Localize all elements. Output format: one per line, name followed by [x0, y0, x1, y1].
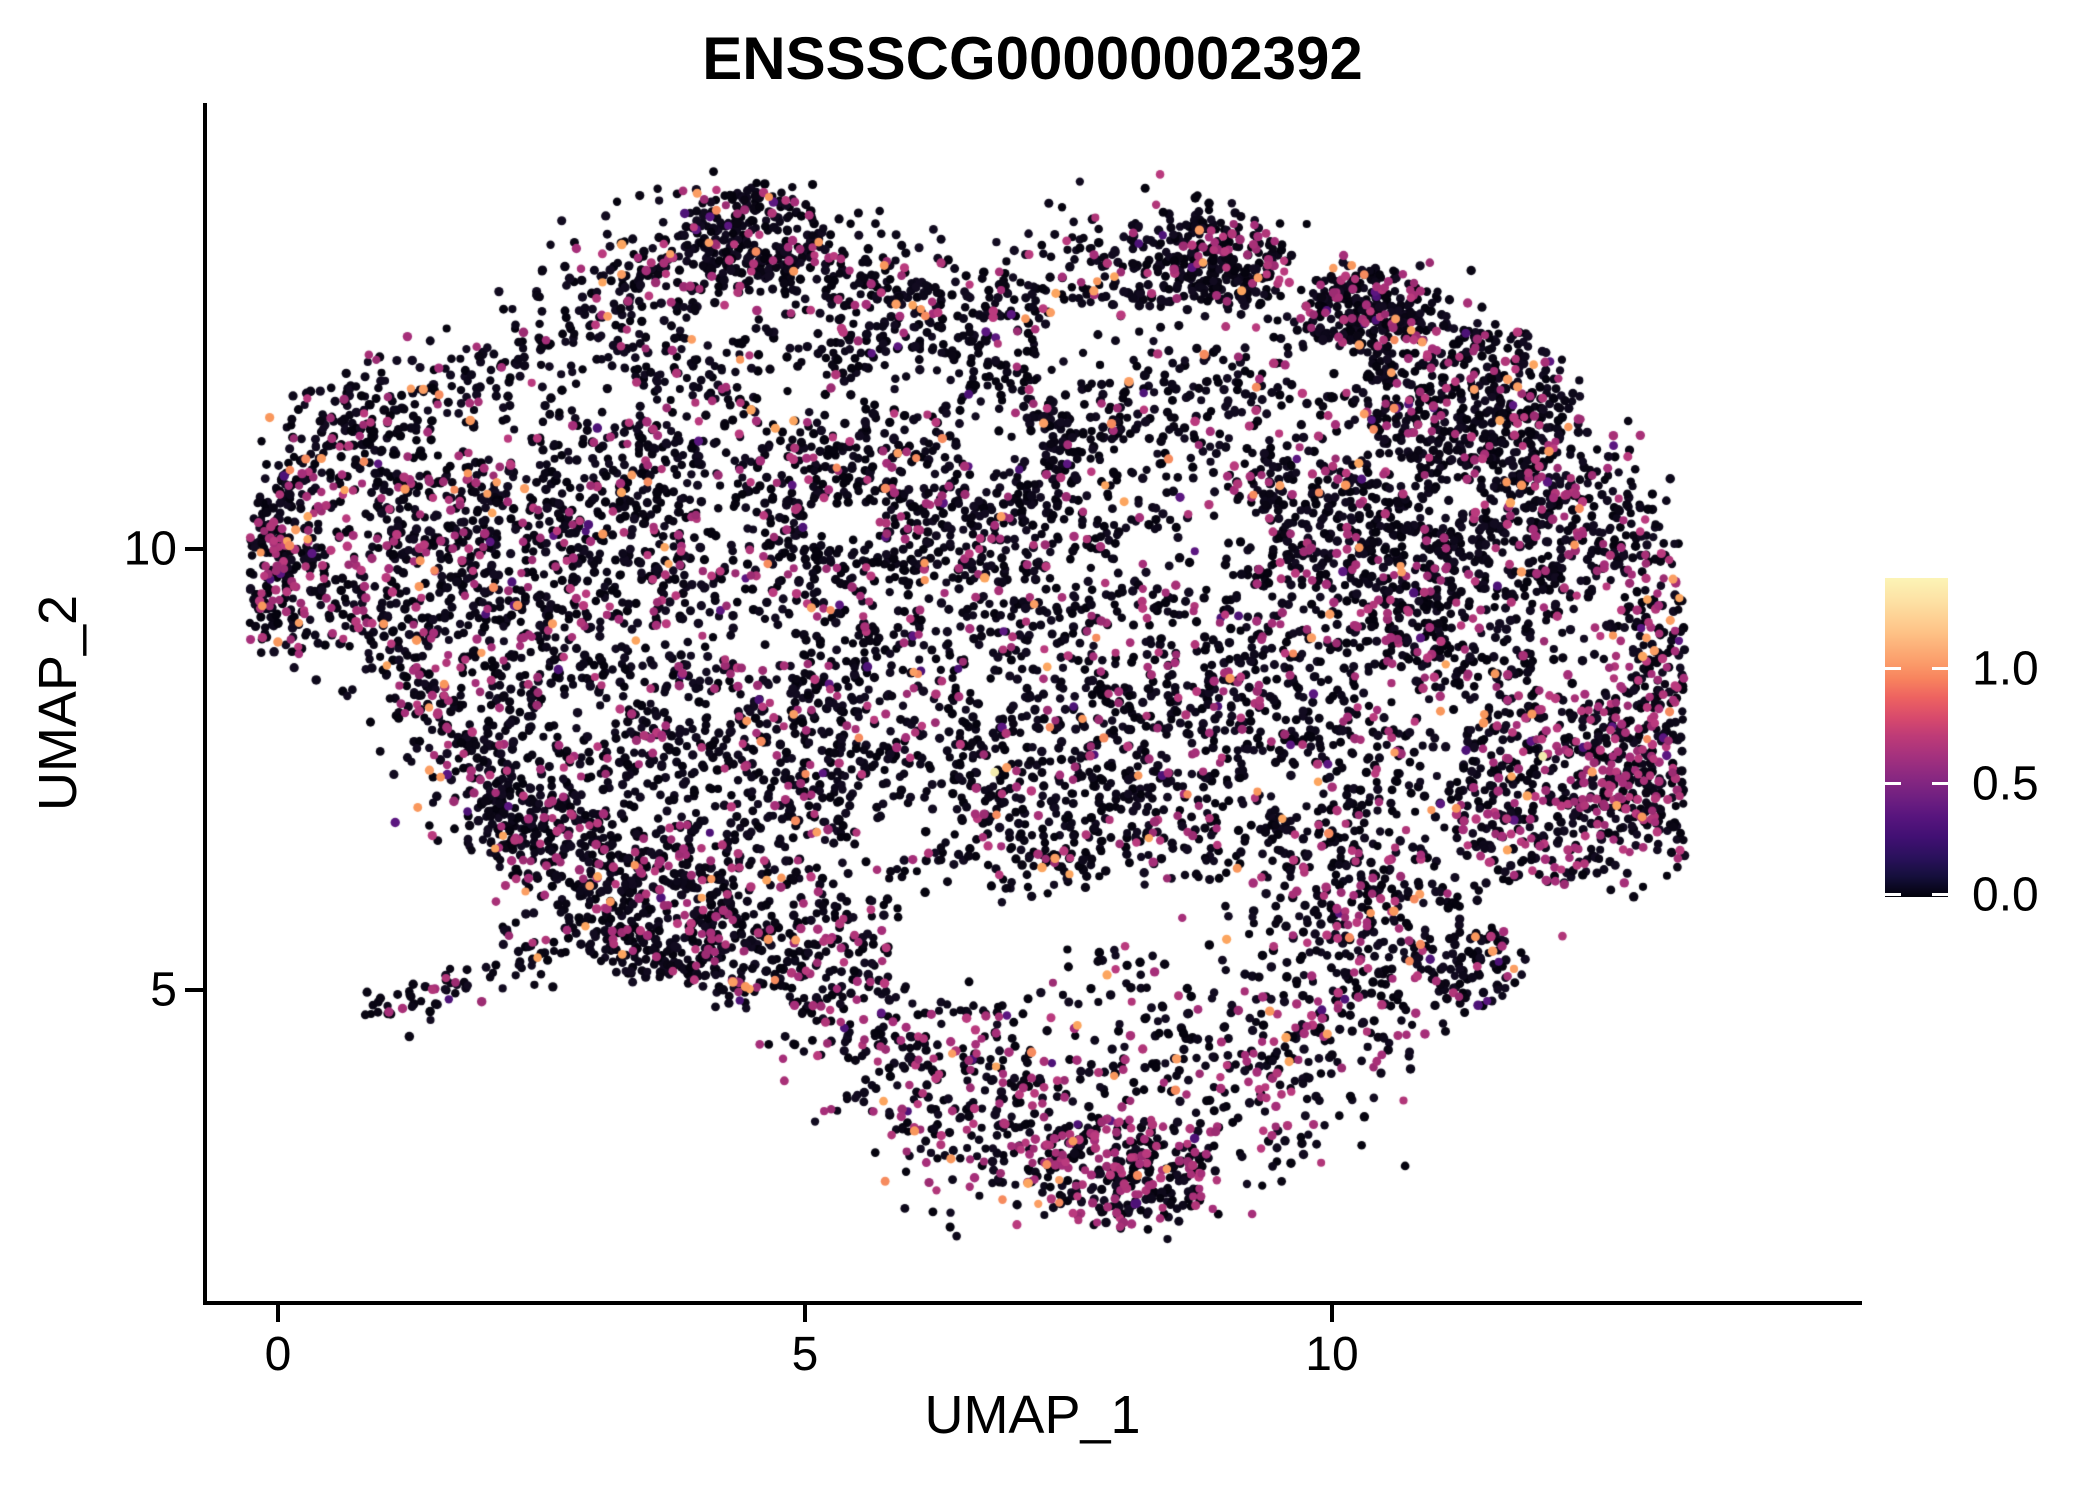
y-tick-label: 10 — [123, 522, 177, 576]
y-tick-label: 5 — [150, 963, 177, 1017]
y-axis-title: UMAP_2 — [28, 594, 88, 812]
colorbar-tick-dash — [1885, 667, 1901, 670]
x-tick-label: 0 — [264, 1328, 292, 1381]
x-axis-title: UMAP_1 — [924, 1385, 1141, 1445]
plot-title: ENSSSCG00000002392 — [702, 25, 1363, 92]
x-tick-mark — [1330, 1305, 1334, 1322]
x-tick-mark — [803, 1305, 807, 1322]
y-tick-mark — [185, 547, 203, 551]
x-tick-mark — [276, 1305, 280, 1322]
x-tick-label: 5 — [791, 1328, 819, 1381]
colorbar-label: 0.5 — [1972, 757, 2039, 810]
colorbar-tick-dash — [1885, 893, 1901, 896]
y-axis-line — [203, 103, 207, 1305]
colorbar-tick-dash — [1932, 782, 1948, 785]
x-axis-line — [203, 1301, 1862, 1305]
x-tick-label: 10 — [1305, 1328, 1359, 1381]
colorbar-tick-dash — [1932, 893, 1948, 896]
colorbar-tick-dash — [1932, 667, 1948, 670]
colorbar-label: 1.0 — [1972, 642, 2039, 695]
colorbar-label: 0.0 — [1972, 868, 2039, 921]
y-tick-mark — [185, 988, 203, 992]
colorbar-tick-dash — [1885, 782, 1901, 785]
colorbar-gradient — [1885, 578, 1948, 897]
